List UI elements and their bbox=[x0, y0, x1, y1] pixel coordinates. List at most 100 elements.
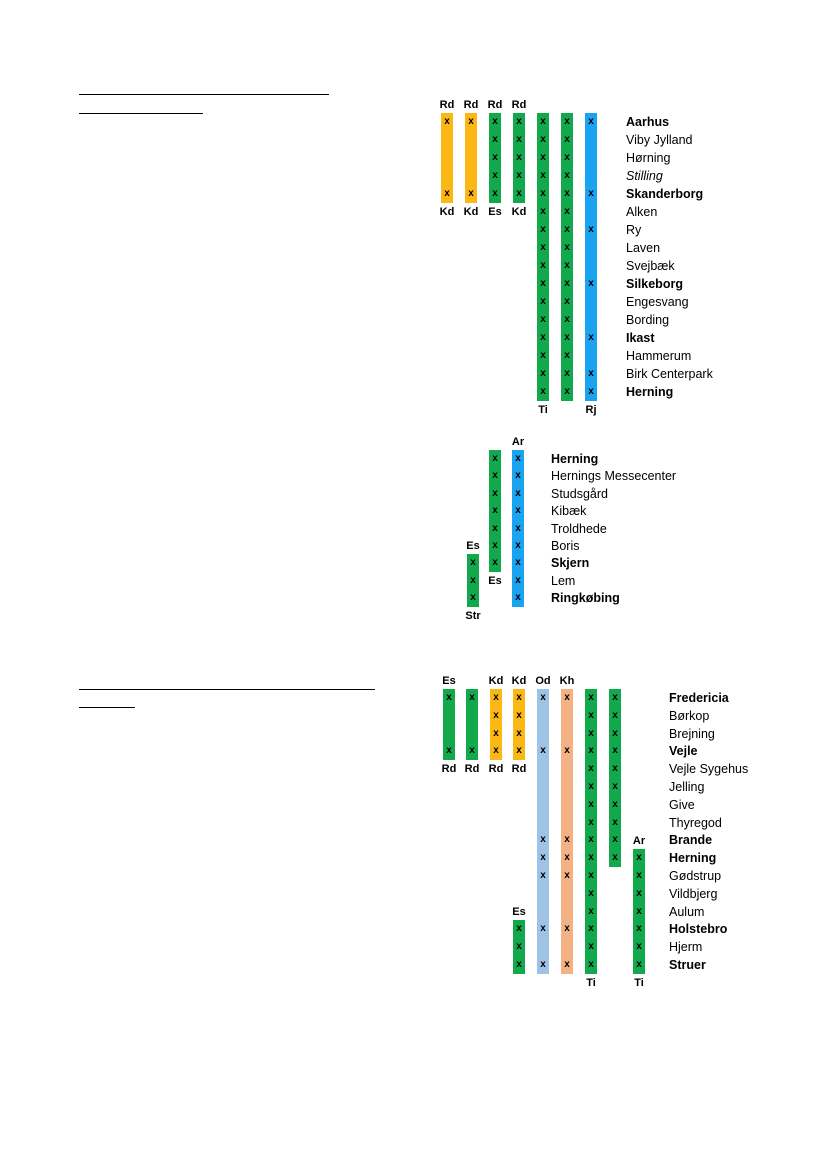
column-destination-code: Rd bbox=[464, 763, 480, 776]
stop-mark: x bbox=[564, 152, 570, 163]
stop-mark: x bbox=[588, 870, 594, 881]
stop-mark: x bbox=[516, 116, 522, 127]
stop-mark: x bbox=[636, 941, 642, 953]
stop-mark: x bbox=[588, 116, 594, 127]
stop-mark: x bbox=[470, 574, 476, 586]
column-origin-code: Ar bbox=[632, 835, 646, 848]
stop-mark: x bbox=[564, 314, 570, 325]
stop-mark: x bbox=[540, 959, 546, 970]
stop-mark: x bbox=[516, 709, 522, 721]
stop-mark: x bbox=[540, 134, 546, 145]
column-origin-code: Rd bbox=[463, 99, 479, 111]
stop-label: Gødstrup bbox=[669, 869, 722, 883]
stop-mark: x bbox=[540, 923, 546, 935]
stop-label: Brande bbox=[669, 833, 713, 848]
route-column-bar bbox=[467, 554, 479, 607]
stop-label: Studsgård bbox=[551, 486, 608, 501]
stop-mark: x bbox=[588, 386, 594, 397]
stop-mark: x bbox=[564, 332, 570, 343]
stop-mark: x bbox=[492, 487, 498, 499]
stop-mark: x bbox=[564, 959, 570, 970]
stop-label: Bording bbox=[626, 313, 670, 327]
stop-label: Vildbjerg bbox=[669, 886, 718, 901]
stop-mark: x bbox=[515, 522, 521, 534]
stop-mark: x bbox=[515, 574, 521, 586]
stop-mark: x bbox=[515, 487, 521, 499]
stop-label: Kibæk bbox=[551, 504, 587, 519]
stop-mark: x bbox=[588, 745, 594, 757]
stop-mark: x bbox=[446, 692, 452, 703]
stop-mark: x bbox=[564, 296, 570, 307]
stop-mark: x bbox=[564, 242, 570, 253]
route-column-bar bbox=[513, 689, 525, 761]
stop-mark: x bbox=[564, 170, 570, 181]
stop-label: Hammerum bbox=[626, 349, 692, 363]
route-column-bar bbox=[585, 689, 597, 974]
stop-mark: x bbox=[540, 224, 546, 235]
stop-mark: x bbox=[612, 745, 618, 757]
stop-mark: x bbox=[516, 745, 522, 757]
stop-label: Alken bbox=[626, 205, 658, 219]
stop-label: Jelling bbox=[669, 780, 705, 794]
stop-mark: x bbox=[516, 959, 522, 970]
column-origin-code: Kd bbox=[511, 675, 527, 687]
stop-mark: x bbox=[564, 852, 570, 864]
stop-mark: x bbox=[636, 852, 642, 864]
stop-mark: x bbox=[636, 870, 642, 881]
stop-mark: x bbox=[493, 709, 499, 721]
stop-mark: x bbox=[612, 816, 618, 828]
stop-label: Give bbox=[669, 797, 695, 812]
stop-label: Lem bbox=[551, 573, 576, 588]
stop-mark: x bbox=[636, 959, 642, 970]
stop-mark: x bbox=[588, 781, 594, 792]
route-column-bar bbox=[443, 689, 455, 761]
stop-label: Aulum bbox=[669, 904, 705, 919]
stop-mark: x bbox=[612, 852, 618, 864]
stop-label: Boris bbox=[551, 539, 580, 553]
stop-mark: x bbox=[540, 260, 546, 271]
stop-mark: x bbox=[515, 540, 521, 551]
stop-label: Brejning bbox=[669, 726, 715, 741]
stop-mark: x bbox=[588, 763, 594, 775]
stop-mark: x bbox=[636, 887, 642, 899]
stop-mark: x bbox=[492, 453, 498, 464]
column-origin-code: Od bbox=[535, 675, 551, 687]
stop-label: Vejle bbox=[669, 744, 698, 759]
stop-label: Fredericia bbox=[669, 691, 729, 705]
stop-mark: x bbox=[564, 206, 570, 217]
column-origin-code: Rd bbox=[439, 99, 455, 111]
stop-mark: x bbox=[588, 852, 594, 864]
stop-mark: x bbox=[540, 745, 546, 757]
stop-mark: x bbox=[469, 745, 475, 757]
stop-label: Troldhede bbox=[551, 521, 607, 536]
stop-label: Aarhus bbox=[626, 115, 670, 129]
column-origin-code: Rd bbox=[487, 99, 503, 111]
stop-label: Struer bbox=[669, 958, 706, 972]
stop-label: Herning bbox=[626, 385, 674, 399]
stop-mark: x bbox=[540, 278, 546, 289]
stop-mark: x bbox=[588, 332, 594, 343]
stop-mark: x bbox=[492, 116, 498, 127]
route-column-bar bbox=[561, 689, 573, 974]
stop-mark: x bbox=[588, 224, 594, 235]
stop-label: Holstebro bbox=[669, 922, 728, 937]
column-origin-code: Ar bbox=[511, 436, 525, 448]
stop-mark: x bbox=[540, 170, 546, 181]
column-origin-code: Es bbox=[466, 540, 480, 553]
stop-mark: x bbox=[588, 692, 594, 703]
heading-line-1b bbox=[79, 113, 203, 114]
stop-mark: x bbox=[564, 188, 570, 199]
stop-label: Vejle Sygehus bbox=[669, 762, 749, 777]
column-destination-code: Rd bbox=[441, 763, 457, 776]
route-column-bar bbox=[585, 113, 597, 401]
stop-mark: x bbox=[564, 368, 570, 379]
stop-mark: x bbox=[588, 941, 594, 953]
stop-mark: x bbox=[515, 505, 521, 517]
route-column-bar bbox=[489, 113, 501, 203]
stop-mark: x bbox=[515, 453, 521, 464]
stop-mark: x bbox=[612, 763, 618, 775]
route-column-bar bbox=[490, 689, 502, 761]
stop-label: Hørning bbox=[626, 151, 671, 165]
route-column-bar bbox=[561, 113, 573, 401]
route-column-bar bbox=[441, 113, 453, 203]
